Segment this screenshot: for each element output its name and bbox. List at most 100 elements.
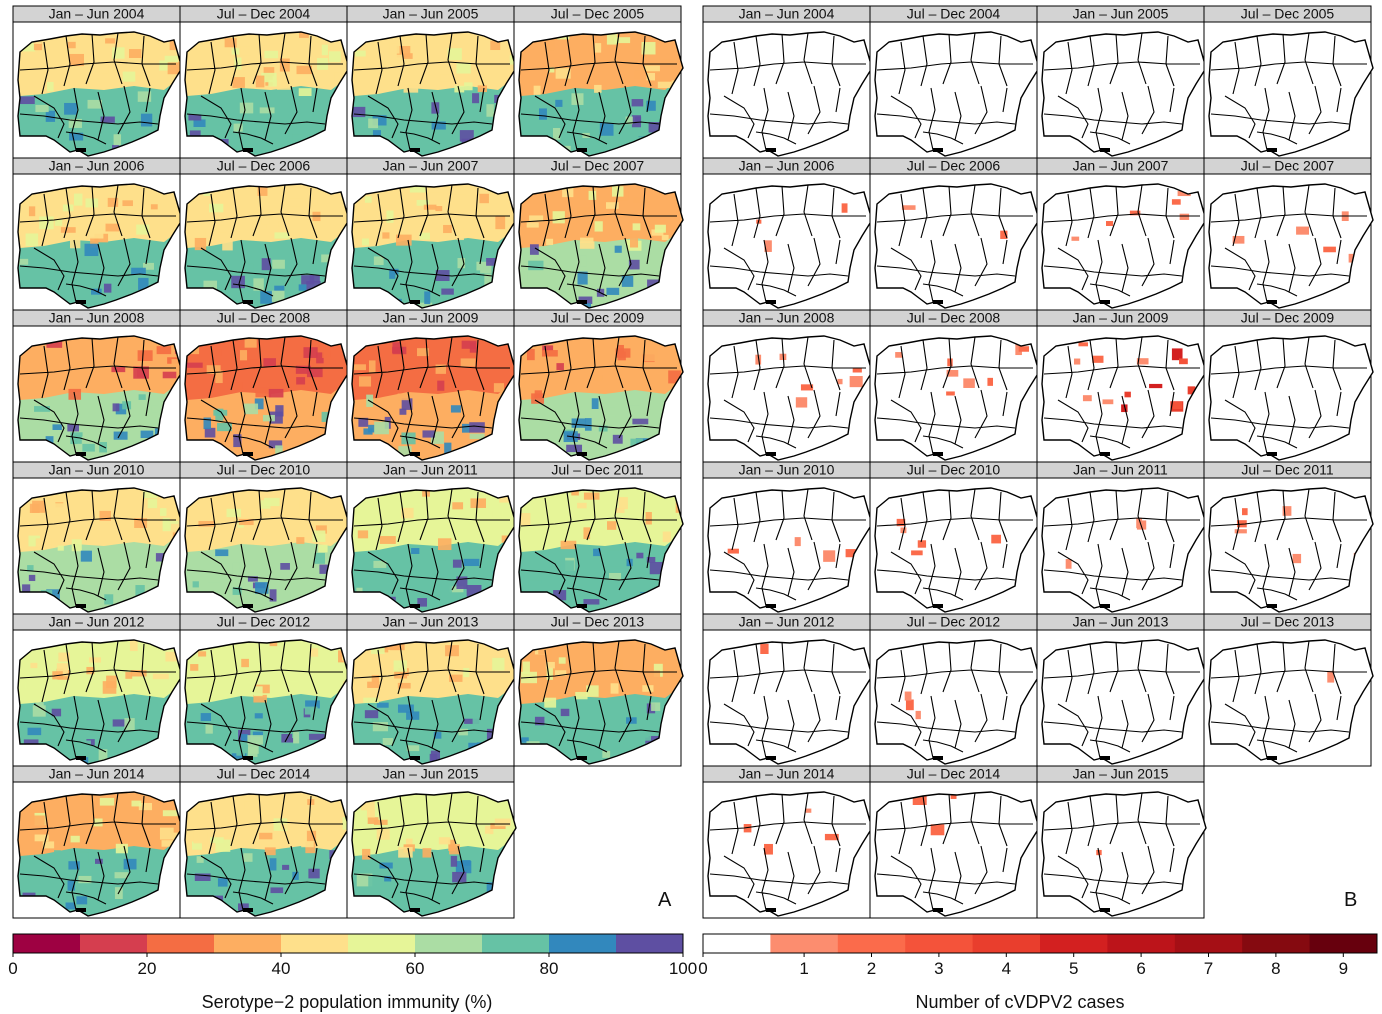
map-facet: Jul – Dec 2005 <box>513 5 684 159</box>
map-facet: Jan – Jun 2007 <box>346 157 517 311</box>
map-facet: Jan – Jun 2013 <box>346 613 517 767</box>
immunity-legend: 0 20 40 60 80 100 <box>8 933 697 978</box>
nigeria-map <box>874 791 1040 917</box>
map-facet: Jul – Dec 2011 <box>1203 461 1374 615</box>
facet-title: Jul – Dec 2013 <box>551 614 645 630</box>
facet-title: Jul – Dec 2007 <box>1241 158 1335 174</box>
legend-swatch <box>703 934 771 953</box>
facet-title: Jan – Jun 2013 <box>383 614 479 630</box>
map-facet: Jul – Dec 2009 <box>1203 309 1374 463</box>
map-facet: Jan – Jun 2006 <box>12 157 183 311</box>
legend-swatch <box>415 934 483 953</box>
facet-title: Jul – Dec 2006 <box>217 158 311 174</box>
legend-swatch <box>905 934 974 953</box>
facet-title: Jan – Jun 2004 <box>739 6 835 22</box>
facet-title: Jul – Dec 2009 <box>551 310 645 326</box>
map-facet: Jan – Jun 2014 <box>702 765 873 919</box>
nigeria-map <box>874 639 1040 765</box>
legend-tick-label: 8 <box>1271 959 1280 978</box>
legend-swatch <box>1107 934 1176 953</box>
facet-title: Jan – Jun 2012 <box>49 614 145 630</box>
map-facet: Jan – Jun 2009 <box>346 309 517 463</box>
map-facet: Jan – Jun 2011 <box>1036 461 1207 615</box>
legend-swatch <box>13 934 81 953</box>
nigeria-map <box>1208 639 1374 765</box>
legend-tick-label: 80 <box>540 959 559 978</box>
case-patches <box>1327 670 1335 683</box>
legend-swatch <box>549 934 617 953</box>
facet-title: Jan – Jun 2006 <box>49 158 145 174</box>
map-facet: Jul – Dec 2013 <box>513 613 684 767</box>
map-facet: Jul – Dec 2014 <box>179 765 350 919</box>
lga-patches <box>521 640 683 758</box>
map-facet: Jan – Jun 2014 <box>12 765 183 919</box>
facet-title: Jan – Jun 2011 <box>1073 462 1168 478</box>
facet-title: Jan – Jun 2006 <box>739 158 835 174</box>
map-facet: Jul – Dec 2012 <box>179 613 350 767</box>
nigeria-map <box>707 639 873 765</box>
facet-title: Jan – Jun 2015 <box>1073 766 1169 782</box>
legend-swatch <box>837 934 906 953</box>
legend-tick-label: 20 <box>138 959 157 978</box>
case-patches <box>895 344 1030 396</box>
legend-tick-label: 2 <box>867 959 876 978</box>
facet-title: Jan – Jun 2010 <box>49 462 145 478</box>
lga-patches <box>22 794 182 916</box>
nigeria-map <box>874 31 1040 157</box>
map-facet: Jul – Dec 2010 <box>179 461 350 615</box>
legend-swatch <box>147 934 215 953</box>
map-facet: Jan – Jun 2010 <box>12 461 183 615</box>
legend-swatch <box>482 934 550 953</box>
nigeria-map <box>707 31 873 157</box>
facet-title: Jan – Jun 2009 <box>1073 310 1169 326</box>
facet-title: Jul – Dec 2009 <box>1241 310 1335 326</box>
legend-swatch <box>972 934 1041 953</box>
map-facet: Jan – Jun 2013 <box>1036 613 1207 767</box>
legend-tick-label: 7 <box>1204 959 1213 978</box>
panel-a-immunity-maps: Jan – Jun 2004 Jul – Dec 2004 Jan – Jun 20… <box>12 5 684 919</box>
facet-title: Jul – Dec 2014 <box>907 766 1001 782</box>
legend-tick-label: 5 <box>1069 959 1078 978</box>
facet-title: Jul – Dec 2012 <box>217 614 311 630</box>
nigeria-map <box>17 791 183 917</box>
map-facet: Jan – Jun 2015 <box>1036 765 1207 919</box>
map-facet: Jan – Jun 2008 <box>702 309 873 463</box>
facet-title: Jan – Jun 2008 <box>49 310 145 326</box>
facet-title: Jul – Dec 2006 <box>907 158 1001 174</box>
facet-title: Jan – Jun 2008 <box>739 310 835 326</box>
map-facet: Jul – Dec 2006 <box>179 157 350 311</box>
case-patches <box>904 691 921 720</box>
legend-tick-label: 60 <box>406 959 425 978</box>
facet-title: Jul – Dec 2010 <box>217 462 311 478</box>
nigeria-map <box>707 487 873 613</box>
nigeria-map <box>707 791 873 917</box>
facet-title: Jul – Dec 2010 <box>907 462 1001 478</box>
legend-tick-label: 6 <box>1136 959 1145 978</box>
nigeria-map <box>1041 487 1207 613</box>
map-facet: Jul – Dec 2006 <box>869 157 1040 311</box>
legend-swatch <box>214 934 282 953</box>
map-facet: Jul – Dec 2004 <box>179 5 350 159</box>
facet-title: Jan – Jun 2007 <box>1073 158 1169 174</box>
map-facet: Jul – Dec 2013 <box>1203 613 1374 767</box>
map-facet: Jan – Jun 2012 <box>702 613 873 767</box>
facet-title: Jan – Jun 2004 <box>49 6 145 22</box>
legend-swatch <box>1174 934 1243 953</box>
facet-title: Jan – Jun 2015 <box>383 766 479 782</box>
case-patches <box>1071 190 1191 241</box>
legend-tick-label: 9 <box>1339 959 1348 978</box>
map-facet: Jan – Jun 2005 <box>1036 5 1207 159</box>
map-facet: Jan – Jun 2004 <box>12 5 183 159</box>
map-facet: Jan – Jun 2010 <box>702 461 873 615</box>
facet-title: Jan – Jun 2007 <box>383 158 479 174</box>
legend-frame <box>12 933 684 954</box>
case-patches <box>727 537 856 562</box>
panel-a-letter: A <box>658 889 672 911</box>
facet-title: Jul – Dec 2008 <box>217 310 311 326</box>
legend-tick-label: 4 <box>1002 959 1011 978</box>
facet-title: Jul – Dec 2011 <box>1241 462 1334 478</box>
nigeria-map <box>1041 791 1207 917</box>
legend-frame <box>702 933 1378 954</box>
legend-swatch <box>1242 934 1311 953</box>
